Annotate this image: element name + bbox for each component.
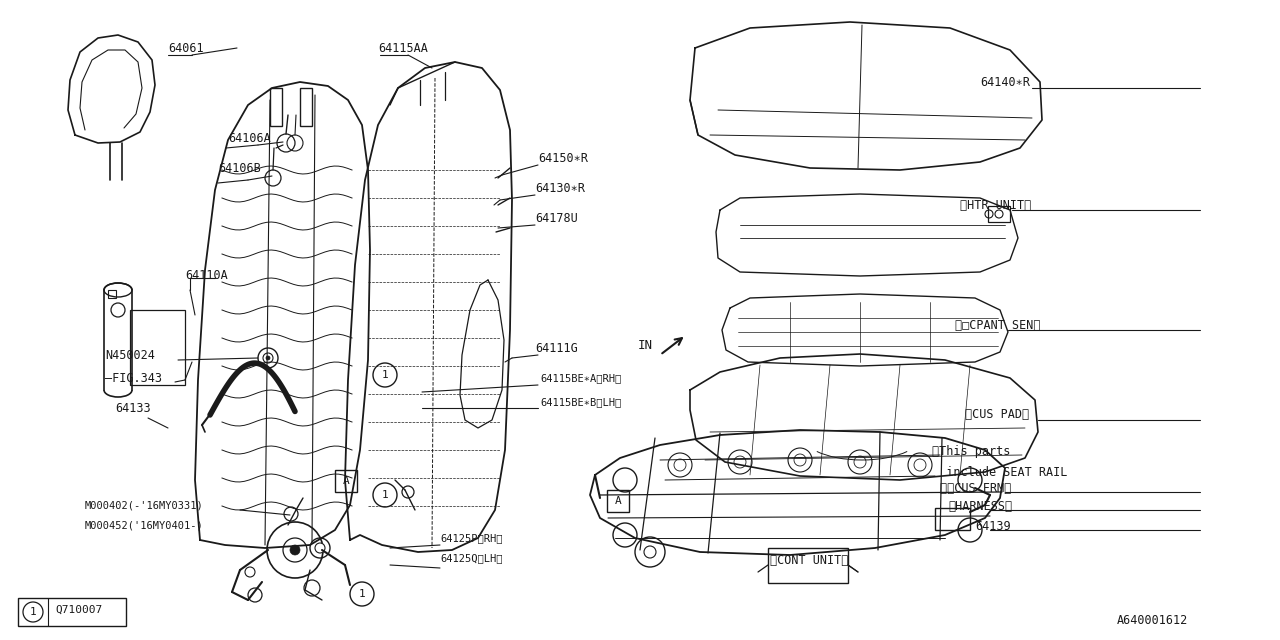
Text: 64139: 64139 [975,520,1011,532]
Text: 1: 1 [381,370,388,380]
Text: 64133: 64133 [115,401,151,415]
Text: 64115BE∗B〈LH〉: 64115BE∗B〈LH〉 [540,397,621,407]
Text: A640001612: A640001612 [1116,614,1188,627]
Bar [300,88,312,126]
Text: 〈□CPANT SEN〉: 〈□CPANT SEN〉 [955,319,1041,332]
Text: 1: 1 [358,589,365,599]
Text: 64111G: 64111G [535,342,577,355]
Bar [934,508,970,530]
Bar [607,490,628,512]
Text: 〈HTR UNIT〉: 〈HTR UNIT〉 [960,198,1032,211]
Circle shape [262,353,273,363]
Text: 64110A: 64110A [186,269,228,282]
Circle shape [266,356,270,360]
Text: N450024: N450024 [105,349,155,362]
Text: IN: IN [637,339,653,351]
Text: 〈HARNESS〉: 〈HARNESS〉 [948,499,1012,513]
Text: include SEAT RAIL: include SEAT RAIL [932,465,1068,479]
Text: 64150∗R: 64150∗R [538,152,588,164]
Text: 1: 1 [29,607,36,617]
Text: 〈CUS PAD〉: 〈CUS PAD〉 [965,408,1029,422]
Circle shape [315,543,325,553]
Text: Q710007: Q710007 [55,605,102,615]
Text: 64178U: 64178U [535,211,577,225]
Text: 64125P〈RH〉: 64125P〈RH〉 [440,533,503,543]
Text: A: A [614,496,621,506]
Text: ※This parts: ※This parts [932,445,1010,458]
Text: 64106B: 64106B [218,161,261,175]
Text: 1: 1 [381,490,388,500]
Bar [18,598,125,626]
Bar [270,88,282,126]
Text: 64061: 64061 [168,42,204,54]
Text: A: A [343,476,349,486]
Text: —FIG.343: —FIG.343 [105,371,163,385]
Bar [335,470,357,492]
Text: 64140∗R: 64140∗R [980,76,1030,88]
Text: 64106A: 64106A [228,131,271,145]
Bar [768,548,849,583]
Text: M000452('16MY0401-): M000452('16MY0401-) [84,520,204,530]
Text: 64115BE∗A〈RH〉: 64115BE∗A〈RH〉 [540,373,621,383]
Bar [108,290,116,298]
Bar [988,206,1010,222]
Text: 64130∗R: 64130∗R [535,182,585,195]
Text: 〈CONT UNIT〉: 〈CONT UNIT〉 [771,554,849,566]
Text: ※〈CUS FRM〉: ※〈CUS FRM〉 [940,481,1011,495]
Bar [131,310,186,385]
Text: 64125Q〈LH〉: 64125Q〈LH〉 [440,553,503,563]
Circle shape [291,545,300,555]
Text: M000402(-'16MY0331): M000402(-'16MY0331) [84,500,204,510]
Text: 64115AA: 64115AA [378,42,428,54]
